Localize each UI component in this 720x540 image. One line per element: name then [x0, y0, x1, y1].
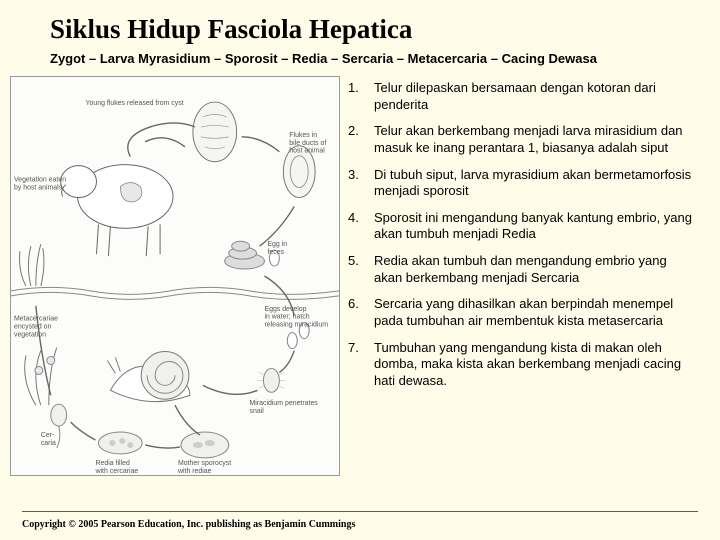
step-number: 3. [348, 167, 374, 200]
step-list: 1. Telur dilepaskan bersamaan dengan kot… [348, 76, 698, 476]
step-number: 1. [348, 80, 374, 113]
label-flukes-bile: Flukes inbile ducts ofhost animal [289, 132, 326, 155]
step-text: Sercaria yang dihasilkan akan berpindah … [374, 296, 698, 329]
step-text: Redia akan tumbuh dan mengandung embrio … [374, 253, 698, 286]
slide-title: Siklus Hidup Fasciola Hepatica [50, 14, 698, 45]
step-text: Sporosit ini mengandung banyak kantung e… [374, 210, 698, 243]
list-item: 2. Telur akan berkembang menjadi larva m… [348, 123, 698, 156]
step-number: 2. [348, 123, 374, 156]
step-number: 6. [348, 296, 374, 329]
label-vegetation: Vegetation eatenby host animals [14, 177, 66, 192]
list-item: 7. Tumbuhan yang mengandung kista di mak… [348, 340, 698, 390]
label-miracidium-pen: Miracidium penetratessnail [250, 400, 319, 415]
label-mother: Mother sporocystwith rediae [177, 460, 231, 475]
label-cercaria: Cer-caria [41, 432, 56, 447]
list-item: 6. Sercaria yang dihasilkan akan berpind… [348, 296, 698, 329]
content-area: Young flukes released from cyst Vegetati… [50, 76, 698, 476]
divider-rule [22, 511, 698, 512]
lifecycle-diagram: Young flukes released from cyst Vegetati… [10, 76, 340, 476]
slide-subtitle: Zygot – Larva Myrasidium – Sporosit – Re… [50, 51, 698, 66]
step-text: Tumbuhan yang mengandung kista di makan … [374, 340, 698, 390]
step-text: Di tubuh siput, larva myrasidium akan be… [374, 167, 698, 200]
list-item: 4. Sporosit ini mengandung banyak kantun… [348, 210, 698, 243]
step-text: Telur dilepaskan bersamaan dengan kotora… [374, 80, 698, 113]
list-item: 1. Telur dilepaskan bersamaan dengan kot… [348, 80, 698, 113]
label-young-flukes: Young flukes released from cyst [86, 100, 184, 107]
label-eggs-dev: Eggs developin water; hatchreleasing mir… [264, 306, 328, 329]
list-item: 3. Di tubuh siput, larva myrasidium akan… [348, 167, 698, 200]
label-metacercariae: Metacercariaeencysted onvegetation [14, 316, 58, 339]
list-item: 5. Redia akan tumbuh dan mengandung embr… [348, 253, 698, 286]
step-text: Telur akan berkembang menjadi larva mira… [374, 123, 698, 156]
step-number: 7. [348, 340, 374, 390]
label-redia: Redia filledwith cercariae [94, 460, 138, 475]
step-number: 4. [348, 210, 374, 243]
copyright-text: Copyright © 2005 Pearson Education, Inc.… [22, 519, 355, 530]
step-number: 5. [348, 253, 374, 286]
label-egg-feces: Egg infeces [267, 241, 287, 256]
